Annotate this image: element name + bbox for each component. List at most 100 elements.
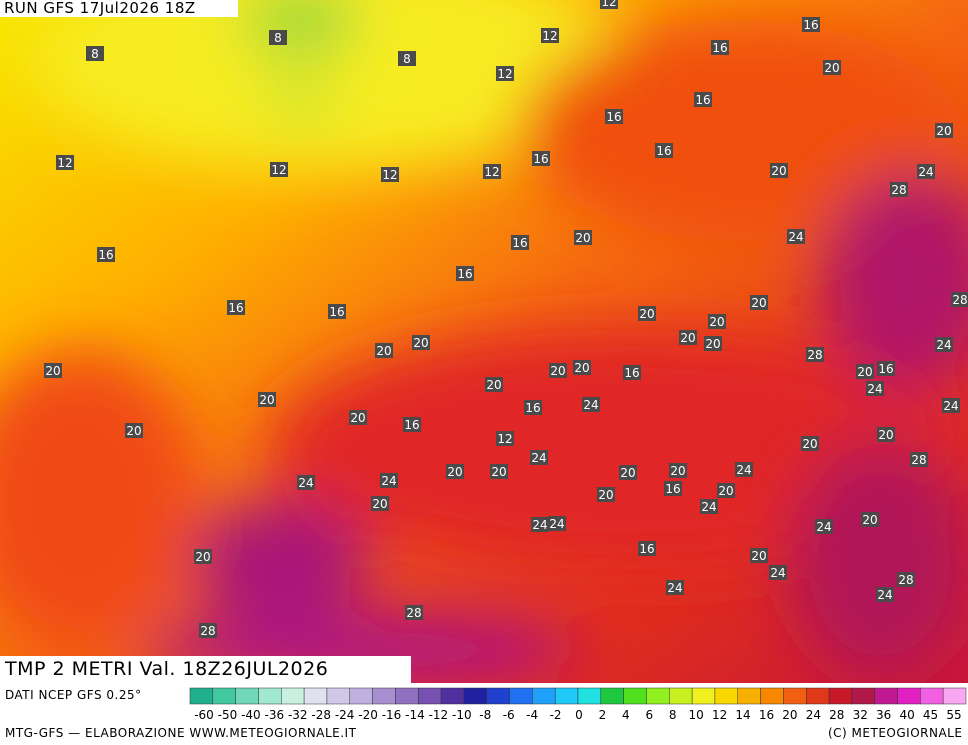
map-label: 28	[406, 606, 421, 620]
colorbar-tick-label: 12	[712, 708, 727, 722]
colorbar-swatch	[440, 687, 465, 705]
label-box	[483, 164, 501, 179]
map-label: 8	[91, 47, 99, 61]
label-box	[531, 517, 549, 532]
map-label: 24	[918, 165, 933, 179]
label-box	[735, 462, 753, 477]
map-label: 24	[531, 451, 546, 465]
map-label: 16	[656, 144, 671, 158]
label-box	[349, 410, 367, 425]
label-box	[815, 519, 833, 534]
colorbar-tick-label: -24	[335, 708, 355, 722]
map-label: 16	[878, 362, 893, 376]
map-label: 20	[350, 411, 365, 425]
colorbar-tick-label: 10	[689, 708, 704, 722]
map-label: 12	[601, 0, 616, 9]
map-label: 16	[624, 366, 639, 380]
map-label: 24	[788, 230, 803, 244]
map-label: 16	[228, 301, 243, 315]
map-label: 24	[877, 588, 892, 602]
map-label: 20	[705, 337, 720, 351]
map-label: 12	[497, 432, 512, 446]
credit: MTG-GFS — ELABORAZIONE WWW.METEOGIORNALE…	[5, 726, 357, 740]
colorbar-swatch	[828, 687, 853, 705]
map-label: 28	[200, 624, 215, 638]
map-label: 20	[771, 164, 786, 178]
label-box	[669, 463, 687, 478]
label-box	[227, 300, 245, 315]
map-label: 16	[695, 93, 710, 107]
label-box	[530, 450, 548, 465]
colorbar-swatch	[417, 687, 442, 705]
label-box	[86, 46, 104, 61]
label-box	[405, 605, 423, 620]
label-box	[708, 314, 726, 329]
map-label: 20	[639, 307, 654, 321]
label-box	[297, 475, 315, 490]
label-box	[700, 499, 718, 514]
map-label: 20	[376, 344, 391, 358]
map-label: 20	[574, 361, 589, 375]
label-box	[270, 162, 288, 177]
label-box	[328, 304, 346, 319]
colorbar-swatch	[281, 687, 305, 705]
map-label: 24	[298, 476, 313, 490]
colorbar-swatch	[235, 687, 259, 705]
colorbar-swatch	[258, 687, 282, 705]
colorbar-tick-label: -60	[194, 708, 214, 722]
label-box	[711, 40, 729, 55]
map-label: 24	[770, 566, 785, 580]
map-label: 24	[936, 338, 951, 352]
label-box	[806, 347, 824, 362]
colorbar-swatch	[623, 687, 647, 705]
map-label: 16	[329, 305, 344, 319]
colorbar-swatch	[714, 687, 739, 705]
map-label: 24	[667, 581, 682, 595]
map-label: 24	[943, 399, 958, 413]
label-box	[704, 336, 722, 351]
map-label: 20	[718, 484, 733, 498]
map-label: 24	[816, 520, 831, 534]
label-box	[485, 377, 503, 392]
colorbar-swatch	[920, 687, 944, 705]
label-box	[861, 512, 879, 527]
map-label: 16	[525, 401, 540, 415]
label-box	[125, 423, 143, 438]
map-label: 12	[57, 156, 72, 170]
colorbar-tick-label: 28	[829, 708, 844, 722]
map-label: 24	[532, 518, 547, 532]
label-box	[403, 417, 421, 432]
map-label: 12	[382, 168, 397, 182]
label-box	[574, 230, 592, 245]
label-box	[600, 0, 618, 9]
colorbar-tick-label: -32	[288, 708, 308, 722]
label-box	[866, 381, 884, 396]
colorbar-swatch	[577, 687, 602, 705]
colorbar-swatch	[783, 687, 807, 705]
label-box	[199, 623, 217, 638]
colorbar-swatch	[395, 687, 419, 705]
map-label: 20	[802, 437, 817, 451]
label-box	[97, 247, 115, 262]
map-label: 12	[484, 165, 499, 179]
label-box	[638, 306, 656, 321]
label-box	[897, 572, 915, 587]
label-box	[679, 330, 697, 345]
label-box	[541, 28, 559, 43]
map-label: 20	[598, 488, 613, 502]
colorbar-tick-label: -10	[452, 708, 472, 722]
colorbar-tick-label: 24	[806, 708, 821, 722]
colorbar-tick-label: 14	[735, 708, 750, 722]
label-box	[750, 295, 768, 310]
colorbar-swatch	[303, 687, 328, 705]
map-label: 20	[575, 231, 590, 245]
label-box	[44, 363, 62, 378]
map-label: 20	[862, 513, 877, 527]
map-label: 16	[404, 418, 419, 432]
colorbar-swatch	[851, 687, 875, 705]
label-box	[623, 365, 641, 380]
map-label: 20	[680, 331, 695, 345]
label-box	[582, 397, 600, 412]
label-box	[496, 66, 514, 81]
map-label: 20	[447, 465, 462, 479]
